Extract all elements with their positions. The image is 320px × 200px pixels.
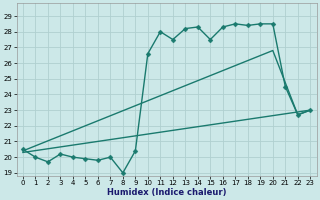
X-axis label: Humidex (Indice chaleur): Humidex (Indice chaleur)	[107, 188, 226, 197]
